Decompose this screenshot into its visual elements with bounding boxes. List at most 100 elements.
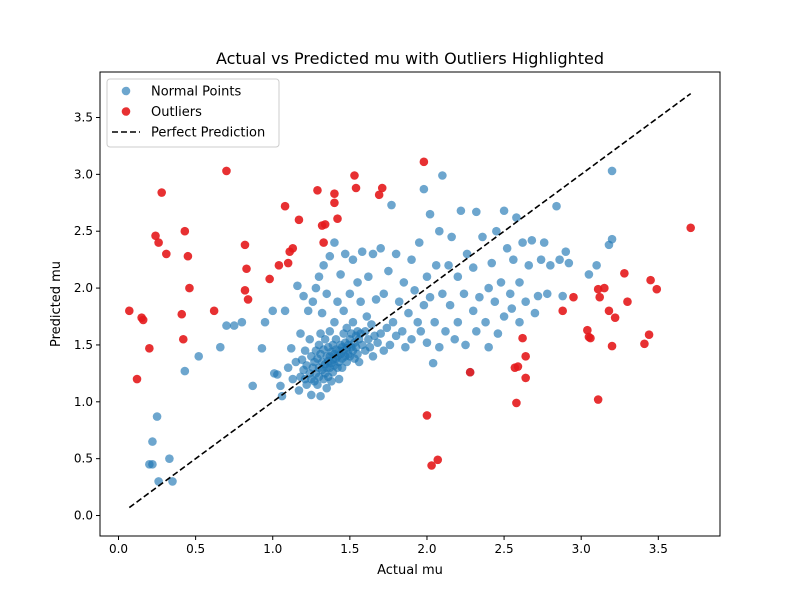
outlier-point [607, 341, 617, 351]
normal-point-point [367, 320, 376, 329]
normal-point-point [371, 295, 381, 304]
normal-point-point [320, 334, 330, 344]
x-axis-label: Actual mu [377, 563, 443, 578]
legend: Normal Points Outliers Perfect Prediction [106, 78, 280, 148]
normal-point-point [592, 261, 601, 270]
normal-point-point [336, 270, 345, 279]
normal-point-point [340, 249, 350, 259]
outlier-point [320, 220, 330, 229]
x-tick-label: 0.5 [186, 542, 205, 556]
normal-point-point [496, 278, 506, 287]
normal-point-point [313, 380, 322, 390]
normal-point-point [194, 352, 204, 361]
normal-point-point [148, 437, 157, 446]
normal-point-point [308, 297, 318, 307]
normal-point-point [468, 306, 478, 316]
normal-point-point [401, 342, 410, 352]
normal-point-point [330, 238, 339, 247]
normal-point-point [450, 334, 460, 344]
normal-point-point [484, 342, 493, 352]
normal-point-point [300, 346, 310, 355]
normal-point-point [397, 326, 407, 336]
normal-point-point [387, 200, 396, 210]
outlier-point [558, 306, 567, 316]
normal-point-point [311, 283, 321, 293]
plot-area [125, 92, 695, 509]
outlier-point [569, 292, 578, 302]
normal-point-point [502, 243, 512, 253]
normal-point-point [357, 247, 367, 256]
outlier-point [178, 334, 188, 344]
axes-frame [99, 71, 721, 537]
normal-point-point [555, 255, 564, 264]
normal-point-point [152, 412, 162, 421]
outlier-point [586, 333, 595, 343]
normal-point-point [330, 317, 339, 327]
normal-point-point [306, 390, 316, 400]
normal-point-point [472, 207, 481, 217]
outlier-point [125, 306, 134, 316]
x-tick-label: 0.0 [109, 542, 128, 556]
normal-point-point [365, 342, 375, 352]
normal-point-point [303, 306, 313, 316]
normal-point-point [425, 209, 435, 219]
legend-swatch-outliers [121, 107, 131, 116]
outlier-point [583, 325, 592, 335]
normal-point-point [327, 377, 336, 386]
outlier-point [644, 330, 654, 340]
series-normal-points [145, 166, 617, 486]
outlier-point [433, 455, 443, 465]
normal-point-point [416, 326, 426, 336]
outlier-point [132, 374, 142, 384]
outlier-point [154, 238, 163, 247]
normal-point-point [546, 261, 555, 270]
outlier-point [623, 297, 632, 307]
outlier-point [427, 461, 436, 470]
outlier-point [595, 292, 605, 302]
normal-point-point [288, 374, 298, 384]
normal-point-point [399, 278, 409, 287]
normal-point-point [492, 226, 501, 236]
normal-point-point [453, 272, 463, 282]
normal-point-point [444, 261, 453, 270]
y-tick-label: 3.5 [74, 110, 93, 124]
normal-point-point [331, 334, 341, 344]
normal-point-point [561, 247, 571, 256]
normal-point-point [353, 349, 362, 359]
normal-point-point [584, 270, 594, 279]
normal-point-point [447, 232, 456, 242]
normal-point-point [222, 321, 231, 330]
normal-point-point [509, 255, 518, 264]
normal-point-point [376, 243, 385, 253]
normal-point-point [322, 383, 332, 393]
normal-point-point [461, 340, 470, 350]
normal-point-point [419, 184, 429, 194]
normal-point-point [564, 258, 574, 268]
y-tick-label: 0.0 [74, 509, 93, 523]
outlier-point [513, 362, 523, 371]
normal-point-point [168, 477, 177, 486]
normal-point-point [180, 366, 190, 376]
normal-point-point [302, 380, 311, 390]
outlier-point [600, 283, 609, 293]
normal-point-point [257, 344, 267, 353]
y-axis-label: Predicted mu [49, 261, 64, 347]
normal-point-point [280, 306, 290, 316]
outlier-point [610, 313, 620, 322]
x-tick-label: 1.0 [263, 542, 282, 556]
outlier-point [465, 367, 475, 377]
normal-point-point [505, 289, 515, 299]
legend-box [106, 78, 280, 148]
normal-point-point [276, 381, 285, 391]
normal-point-point [413, 317, 423, 327]
normal-point-point [499, 312, 509, 321]
outlier-point [180, 226, 190, 236]
normal-point-point [379, 346, 389, 355]
normal-point-point [348, 317, 358, 327]
normal-point-point [382, 323, 392, 333]
normal-point-point [368, 249, 378, 259]
normal-point-point [391, 331, 401, 341]
outlier-point [521, 373, 530, 383]
normal-point-point [404, 308, 413, 318]
outlier-point [512, 398, 521, 408]
